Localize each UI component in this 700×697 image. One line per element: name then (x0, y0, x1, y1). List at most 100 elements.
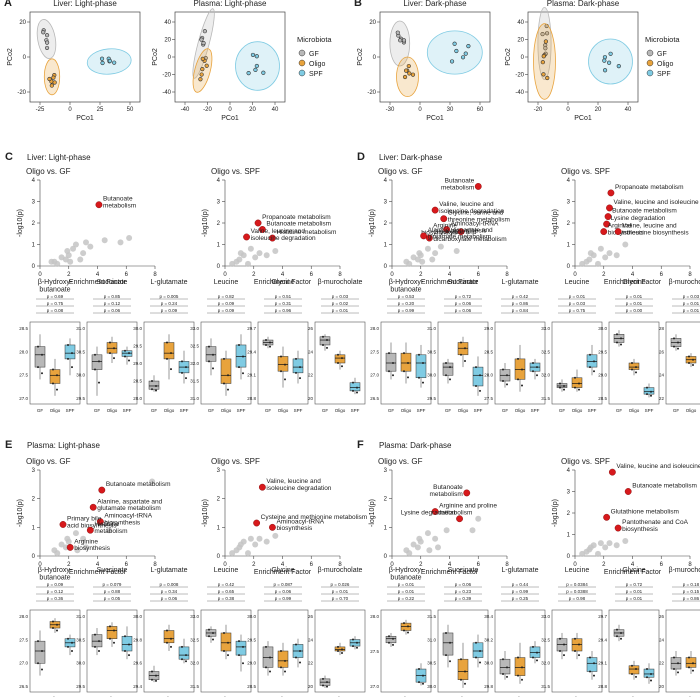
y-tick-label: 33.0 (541, 614, 550, 619)
y-tick-label: 0 (567, 554, 571, 560)
sample-point (631, 362, 633, 364)
sample-point (326, 681, 328, 684)
y-tick-label: 28 (659, 326, 665, 331)
sample-point (407, 631, 409, 634)
sample-point (113, 347, 115, 350)
sample-point (620, 637, 622, 640)
p-value-label: p = 0.96 (275, 308, 292, 313)
p-value-label: p = 0.01 (626, 294, 643, 299)
sample-point (98, 381, 100, 384)
box-oligo (334, 646, 346, 652)
y-tick-label: -20 (367, 90, 376, 96)
sample-point (242, 355, 244, 358)
sample-point (52, 382, 54, 385)
x-tick-label: 6 (125, 272, 129, 278)
sample-point (402, 74, 408, 80)
legend-item-spf: SPF (309, 71, 323, 78)
x-tick-label: 0 (390, 272, 394, 278)
sample-point (466, 43, 471, 49)
significant-pathway-point (98, 486, 106, 494)
sample-point (536, 651, 538, 654)
box-oligo (400, 352, 412, 372)
group-tick-label: GF (151, 408, 158, 413)
panel-c: C Liver: Light-phase (5, 151, 91, 163)
sample-point (201, 40, 206, 46)
group-tick-label: SPF (66, 408, 75, 413)
metabolite-title: Leucine (214, 567, 239, 574)
x-tick-label: 8 (505, 562, 509, 568)
sample-point (113, 641, 115, 644)
sample-point (593, 674, 595, 677)
y-tick-label: 28.0 (19, 614, 28, 619)
y-tick-label: 0 (23, 55, 27, 61)
sample-point (407, 71, 412, 76)
metabolite-title: L-glutamate (151, 279, 188, 286)
sample-point (608, 51, 613, 56)
sample-point (37, 662, 39, 665)
significant-pathway-point (96, 518, 104, 525)
box-oligo (220, 358, 232, 384)
sample-point (227, 374, 229, 377)
group-tick-label: SPF (531, 408, 540, 413)
sample-point (536, 374, 538, 377)
sample-point (200, 56, 205, 62)
sample-point (563, 384, 565, 387)
y-tick-label: -20 (162, 73, 171, 79)
y-tick-label: 31.0 (76, 326, 85, 331)
sample-point (265, 666, 267, 669)
box-oligo (49, 369, 61, 384)
sample-point (544, 31, 550, 36)
x-tick-label: 8 (338, 272, 342, 278)
group-tick-label: Oligo (629, 408, 640, 413)
sample-point (352, 638, 354, 641)
subplot-title: Oligo vs. GF (26, 457, 71, 466)
x-tick-label: 0 (566, 107, 570, 113)
legend: Microbiota GF Oligo SPF (645, 35, 680, 78)
box-oligo (514, 358, 526, 380)
group-tick-label: GF (37, 408, 44, 413)
y-tick-label: 1 (32, 243, 36, 249)
x-tick-label: -20 (203, 107, 212, 113)
metabolite-title: Leucine (565, 567, 590, 574)
box-gf (262, 646, 274, 668)
y-tick-label: 27.5 (484, 396, 493, 401)
y-tick-label: 0 (32, 554, 36, 560)
pathway-point (602, 544, 609, 551)
sample-point (475, 384, 477, 387)
sample-point (517, 378, 519, 381)
significant-pathway-point (604, 213, 612, 220)
sample-point (185, 366, 187, 369)
sample-point (109, 637, 111, 640)
p-value-label: p = 0.75 (47, 301, 64, 306)
p-value-label: p = 0.005 (160, 294, 179, 299)
pathway-point (48, 258, 55, 265)
y-tick-label: 29.4 (133, 684, 142, 689)
sample-point (602, 55, 608, 60)
sample-point (94, 645, 96, 648)
x-tick-label: 4 (631, 272, 635, 278)
sample-point (602, 58, 607, 63)
y-tick-label: 24 (659, 637, 665, 642)
p-value-label: p = 0.53 (398, 294, 415, 299)
pathway-label: Glyoxylate and dicarboxylate metabolism (433, 229, 506, 243)
sample-point (574, 386, 576, 389)
sample-point (532, 645, 534, 648)
sample-point (593, 370, 595, 373)
pathway-point (406, 550, 413, 557)
boxplot-frame (200, 321, 252, 405)
sample-point (418, 376, 420, 379)
group-tick-label: Oligo (278, 408, 289, 413)
sample-point (502, 368, 504, 371)
pathway-label: Butanoate metabolism (632, 483, 697, 490)
sample-point (128, 643, 130, 646)
x-axis-label: PCo1 (426, 115, 444, 122)
y-tick-label: 24 (308, 349, 314, 354)
y-tick-label: 1 (217, 525, 221, 531)
p-value-label: p = 0.09 (161, 308, 178, 313)
legend-swatch-oligo (298, 59, 306, 67)
sample-point (445, 654, 447, 657)
sample-point (464, 682, 466, 685)
pathway-point (77, 256, 84, 263)
y-tick-label: 30.5 (427, 661, 436, 666)
